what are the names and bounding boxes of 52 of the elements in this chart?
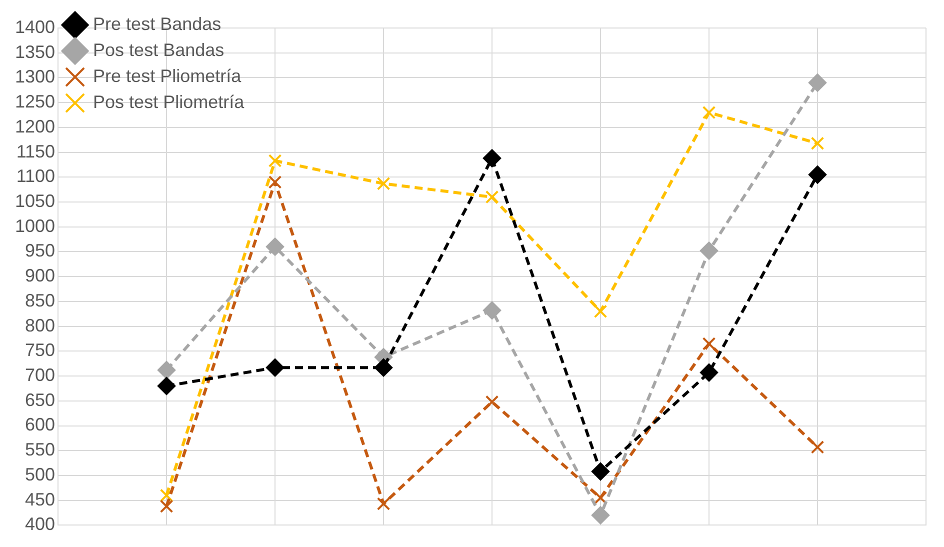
point	[808, 74, 827, 92]
point	[594, 491, 608, 505]
point	[810, 136, 824, 150]
point	[594, 304, 608, 318]
y-tick-label: 800	[24, 315, 56, 336]
point	[702, 106, 716, 120]
y-tick-label: 900	[24, 266, 56, 286]
y-tick-label: 600	[24, 414, 56, 435]
legend-label: Pos test Bandas	[93, 40, 224, 60]
y-tick-label: 400	[24, 514, 56, 534]
point	[702, 337, 716, 350]
y-tick-label: 450	[24, 489, 56, 510]
legend-label: Pre test Bandas	[93, 14, 222, 34]
point	[483, 301, 502, 320]
y-tick-label: 1400	[14, 16, 56, 37]
y-tick-label: 1300	[14, 66, 56, 87]
point	[266, 238, 284, 256]
y-tick-label: 650	[24, 390, 56, 410]
y-tick-label: 1100	[16, 166, 56, 186]
legend-label: Pre test Pliometría	[93, 66, 242, 86]
y-tick-label: 1150	[16, 141, 56, 162]
point	[485, 395, 499, 409]
y-tick-label: 500	[24, 464, 56, 484]
point	[268, 175, 282, 189]
point	[483, 149, 502, 168]
y-tick-label: 950	[24, 240, 56, 261]
point	[376, 497, 390, 510]
y-tick-label: 1050	[14, 190, 56, 211]
point	[158, 361, 176, 380]
point	[700, 242, 718, 260]
point	[592, 462, 610, 481]
y-tick-label: 1200	[14, 116, 56, 136]
y-tick-label: 700	[24, 365, 56, 386]
point	[374, 358, 393, 377]
point	[700, 364, 718, 382]
point	[266, 358, 284, 377]
y-tick-label: 550	[24, 440, 56, 460]
point	[160, 500, 174, 513]
point	[810, 440, 824, 454]
point	[808, 166, 827, 184]
y-tick-label: 850	[24, 290, 56, 310]
point	[376, 176, 390, 190]
y-tick-label: 1000	[14, 216, 56, 236]
y-tick-label: 750	[24, 340, 56, 360]
point	[485, 190, 499, 204]
legend-label: Pos test Pliometría	[93, 92, 246, 112]
point	[160, 488, 174, 502]
y-tick-label: 1350	[14, 42, 56, 62]
y-tick-label: 1250	[14, 92, 56, 112]
point	[158, 376, 176, 395]
point	[268, 154, 282, 168]
point	[592, 506, 610, 524]
